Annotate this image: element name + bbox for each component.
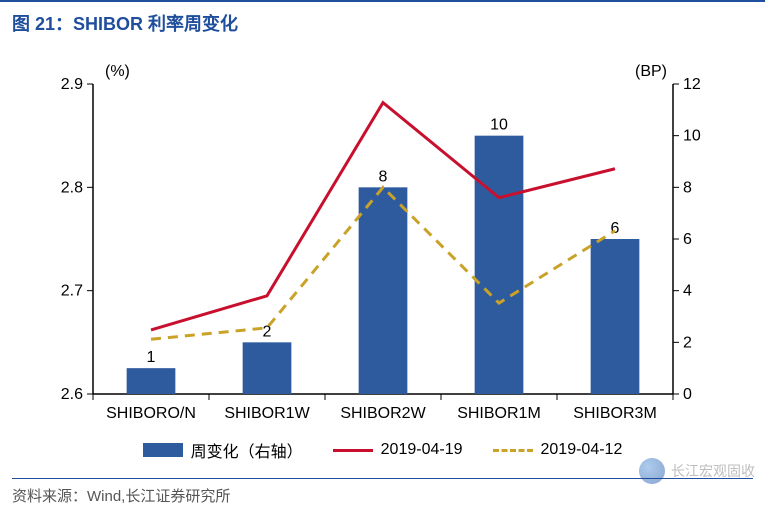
legend-label-line-1: 2019-04-12 [541,441,623,459]
svg-text:1: 1 [146,349,155,366]
svg-text:10: 10 [683,128,701,145]
svg-text:SHIBOR2W: SHIBOR2W [340,405,426,422]
title-bar: 图 21：SHIBOR 利率周变化 [0,0,765,44]
svg-text:12: 12 [683,76,701,93]
figure-container: 图 21：SHIBOR 利率周变化 2.6 2.7 2.8 2.9 (%) 0 2 4 6 8 10… [0,0,765,520]
legend-item-line-0: 2019-04-19 [333,441,463,459]
svg-text:0: 0 [683,386,692,403]
chart-area: 2.6 2.7 2.8 2.9 (%) 0 2 4 6 8 10 12 (BP) SHIBORO/N SHI… [23,54,743,434]
legend-item-bar: 周变化（右轴） [143,438,303,462]
svg-text:4: 4 [683,283,692,300]
svg-text:2.7: 2.7 [60,283,82,300]
legend-item-line-1: 2019-04-12 [493,441,623,459]
svg-text:SHIBORO/N: SHIBORO/N [106,405,196,422]
svg-text:8: 8 [378,168,387,185]
svg-text:8: 8 [683,179,692,196]
svg-text:(%): (%) [105,63,130,80]
legend-swatch-bar [143,443,183,457]
svg-text:2.6: 2.6 [60,386,82,403]
figure-title: 图 21：SHIBOR 利率周变化 [12,14,238,34]
svg-text:6: 6 [610,220,619,237]
chart-svg: 2.6 2.7 2.8 2.9 (%) 0 2 4 6 8 10 12 (BP) SHIBORO/N SHI… [23,54,743,434]
svg-text:2.9: 2.9 [60,76,82,93]
svg-text:(BP): (BP) [635,63,667,80]
legend-swatch-line-1 [493,449,533,452]
svg-text:SHIBOR1M: SHIBOR1M [457,405,541,422]
svg-text:10: 10 [490,117,508,134]
legend-swatch-line-0 [333,449,373,452]
svg-text:SHIBOR3M: SHIBOR3M [573,405,657,422]
source-text: 资料来源：Wind,长江证券研究所 [12,488,230,505]
svg-text:2: 2 [683,334,692,351]
legend-label-line-0: 2019-04-19 [381,441,463,459]
svg-text:6: 6 [683,231,692,248]
source-footer: 资料来源：Wind,长江证券研究所 [12,478,753,506]
legend-label-bar: 周变化（右轴） [191,438,303,462]
svg-text:SHIBOR1W: SHIBOR1W [224,405,310,422]
svg-text:2.8: 2.8 [60,179,82,196]
